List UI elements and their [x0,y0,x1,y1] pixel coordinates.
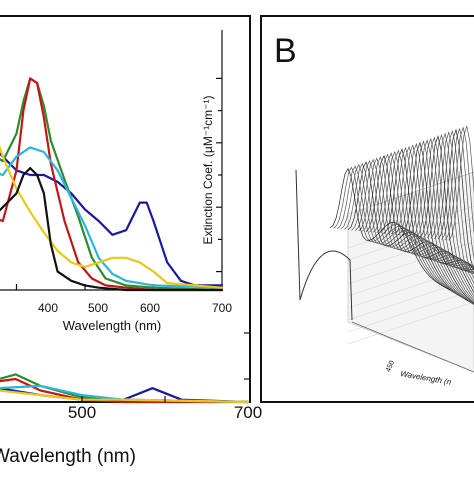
waterfall-trace-33 [448,125,474,241]
waterfall-grid-line-4 [347,253,474,297]
waterfall-trace-30 [437,128,474,271]
waterfall-grid-line-7 [347,289,474,333]
waterfall-trace-6 [351,159,472,304]
waterfall-trace-3 [340,163,461,297]
waterfall-trace-17 [390,145,474,284]
inset-y-axis-label: Extinction Coef. (µM⁻¹cm⁻¹) [201,96,215,245]
inset-series-line-5 [0,167,224,292]
inset-x-tick-400: 400 [38,301,58,315]
waterfall-trace-24 [416,136,474,270]
waterfall-trace-16 [387,146,474,289]
waterfall-trace-29 [434,129,474,274]
waterfall-trace-31 [441,128,474,261]
waterfall-x-axis-label: Wavelength (n [400,369,453,387]
inset-x-tick-600: 600 [140,301,160,315]
inset-series-line-1 [0,77,224,292]
waterfall-trace-25 [419,135,474,271]
waterfall-trace-32 [444,127,474,241]
waterfall-trace-0 [329,167,451,291]
outer-x-tick-700: 700 [234,403,262,422]
waterfall-trace-4 [344,162,465,300]
waterfall-trace-15 [383,148,474,294]
waterfall-grid-line-1 [347,217,474,261]
right-panel-frame [260,15,474,403]
waterfall-trace-14 [380,149,474,297]
waterfall-base-axis [351,321,474,373]
outer-x-tick-500: 500 [68,403,96,422]
waterfall-x-tick-450: 450 [385,360,396,374]
waterfall-back-wall [347,171,474,373]
outer-series-line-4 [0,389,250,404]
waterfall-trace-5 [347,161,469,302]
waterfall-front-trace [295,169,353,321]
waterfall-trace-28 [430,131,474,275]
waterfall-trace-13 [376,150,474,300]
waterfall-trace-18 [394,144,474,280]
inset-plot-series [0,77,224,292]
panel-label-b: B [274,32,297,70]
waterfall-trace-27 [426,132,474,274]
outer-plot-series [0,332,250,404]
inset-x-tick-700: 700 [212,301,232,315]
inset-series-line-2 [0,77,224,292]
inset-series-line-4 [0,145,224,289]
waterfall-grid-line-3 [347,241,474,285]
outer-series-line-2 [0,377,250,404]
waterfall-trace-2 [336,165,458,295]
inset-series-line-0 [0,152,224,287]
waterfall-surface [295,125,474,373]
waterfall-grid-line-0 [347,205,474,249]
waterfall-trace-1 [333,166,454,293]
inset-x-tick-500: 500 [88,301,108,315]
waterfall-grid-line-8 [347,301,474,345]
inset-x-axis-label: Wavelength (nm) [63,318,162,333]
outer-x-axis-label: Wavelength (nm) [0,446,136,467]
inset-series-line-3 [0,146,224,289]
waterfall-trace-26 [423,133,474,272]
